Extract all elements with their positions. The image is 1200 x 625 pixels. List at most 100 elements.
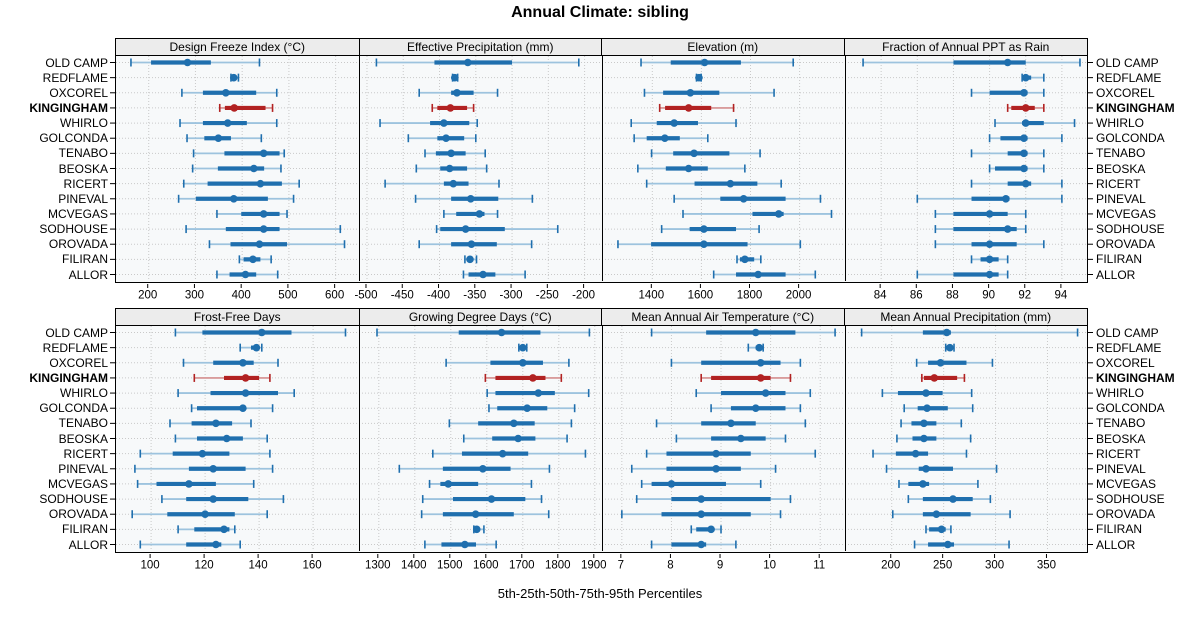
series-fraction-of-annual-ppt-as-rain-mcvegas bbox=[934, 209, 1027, 218]
station-label-right-mcvegas: MCVEGAS bbox=[1096, 476, 1157, 491]
axis-mean-annual-air-temperature-c: 7 8 9 10 11 bbox=[618, 554, 825, 571]
series-effective-precipitation-mm-redflame bbox=[450, 73, 459, 82]
station-label-left-old-camp: OLD CAMP bbox=[45, 55, 108, 70]
tick-label: 86 bbox=[910, 290, 923, 301]
station-label-left-filiran: FILIRAN bbox=[61, 522, 108, 537]
tick-label: 8 bbox=[667, 560, 673, 571]
station-label-right-tenabo: TENABO bbox=[1096, 416, 1146, 431]
panel-strip-fraction-of-annual-ppt-as-rain: Fraction of Annual PPT as Rain bbox=[843, 39, 1087, 55]
panel-strip-effective-precipitation-mm: Effective Precipitation (mm) bbox=[358, 39, 601, 55]
axis-elevation-m: 1400 1600 1800 2000 bbox=[639, 284, 811, 301]
series-frost-free-days-pineval bbox=[134, 464, 274, 473]
row-ticks-right-0 bbox=[1088, 62, 1093, 275]
panel-fraction-of-annual-ppt-as-rain bbox=[845, 56, 1087, 281]
axis-row-1: 100 120 140 160 1300 1400 1500 1600 1700 1800 1900… bbox=[115, 554, 1088, 570]
station-label-left-tenabo: TENABO bbox=[58, 416, 108, 431]
station-label-right-beoska: BEOSKA bbox=[1096, 431, 1146, 446]
station-label-left-allor: ALLOR bbox=[68, 537, 108, 552]
station-label-right-filiran: FILIRAN bbox=[1096, 252, 1143, 267]
series-mean-annual-precipitation-mm-sodhouse bbox=[907, 495, 992, 504]
series-design-freeze-index-c-sodhouse bbox=[185, 225, 342, 234]
series-effective-precipitation-mm-kingingham bbox=[431, 103, 475, 112]
series-mean-annual-precipitation-mm-old-camp bbox=[860, 328, 1079, 337]
series-fraction-of-annual-ppt-as-rain-beoska bbox=[988, 164, 1045, 173]
station-label-right-beoska: BEOSKA bbox=[1096, 161, 1146, 176]
series-elevation-m-redflame bbox=[695, 73, 703, 82]
series-frost-free-days-filiran bbox=[177, 525, 236, 534]
panel-growing-degree-days-c bbox=[359, 326, 602, 551]
tick-label: -200 bbox=[572, 290, 595, 301]
station-label-left-sodhouse: SODHOUSE bbox=[39, 222, 108, 237]
tick-label: 600 bbox=[325, 290, 344, 301]
tick-label: -250 bbox=[536, 290, 559, 301]
series-elevation-m-sodhouse bbox=[660, 225, 760, 234]
tick-label: 400 bbox=[232, 290, 251, 301]
series-mean-annual-air-temperature-c-pineval bbox=[630, 464, 777, 473]
tick-label: 1800 bbox=[737, 290, 763, 301]
station-label-right-pineval: PINEVAL bbox=[1096, 191, 1146, 206]
station-label-right-oxcorel: OXCOREL bbox=[1096, 85, 1155, 100]
series-fraction-of-annual-ppt-as-rain-allor bbox=[916, 270, 1009, 279]
series-design-freeze-index-c-old-camp bbox=[130, 58, 261, 67]
panel-strip-growing-degree-days-c: Growing Degree Days (°C) bbox=[358, 309, 601, 325]
station-label-right-filiran: FILIRAN bbox=[1096, 522, 1143, 537]
axis-fraction-of-annual-ppt-as-rain: 84 86 88 90 92 94 bbox=[874, 284, 1068, 300]
station-label-right-pineval: PINEVAL bbox=[1096, 461, 1146, 476]
series-growing-degree-days-c-oxcorel bbox=[445, 358, 570, 367]
series-effective-precipitation-mm-filiran bbox=[464, 255, 478, 264]
series-growing-degree-days-c-beoska bbox=[462, 434, 568, 443]
tick-label: 92 bbox=[1018, 290, 1031, 301]
station-label-left-whirlo: WHIRLO bbox=[60, 386, 108, 401]
series-frost-free-days-allor bbox=[139, 540, 241, 549]
station-label-right-kingingham: KINGINGHAM bbox=[1096, 100, 1175, 115]
station-label-left-redflame: REDFLAME bbox=[42, 70, 108, 85]
series-growing-degree-days-c-ricert bbox=[431, 449, 587, 458]
series-design-freeze-index-c-kingingham bbox=[218, 103, 274, 112]
series-fraction-of-annual-ppt-as-rain-kingingham bbox=[1006, 103, 1045, 112]
tick-label: 1300 bbox=[365, 560, 391, 571]
series-frost-free-days-ricert bbox=[139, 449, 271, 458]
series-mean-annual-precipitation-mm-tenabo bbox=[900, 419, 963, 428]
station-label-right-tenabo: TENABO bbox=[1096, 146, 1146, 161]
panel-strip-mean-annual-precipitation-mm: Mean Annual Precipitation (mm) bbox=[843, 309, 1087, 325]
station-label-right-old-camp: OLD CAMP bbox=[1096, 55, 1159, 70]
station-label-right-orovada: OROVADA bbox=[1096, 507, 1156, 522]
station-label-left-golconda: GOLCONDA bbox=[39, 131, 108, 146]
series-fraction-of-annual-ppt-as-rain-pineval bbox=[916, 194, 1063, 203]
tick-label: 100 bbox=[141, 560, 160, 571]
station-label-left-tenabo: TENABO bbox=[58, 146, 108, 161]
series-mean-annual-air-temperature-c-tenabo bbox=[655, 419, 807, 428]
panel-row-canvas-0 bbox=[116, 56, 1087, 281]
station-label-right-orovada: OROVADA bbox=[1096, 237, 1156, 252]
station-label-right-whirlo: WHIRLO bbox=[1096, 386, 1144, 401]
series-frost-free-days-redflame bbox=[239, 343, 263, 352]
series-growing-degree-days-c-whirlo bbox=[486, 389, 590, 398]
station-label-left-mcvegas: MCVEGAS bbox=[47, 206, 108, 221]
figure-caption: 5th-25th-50th-75th-95th Percentiles bbox=[497, 586, 703, 601]
series-growing-degree-days-c-old-camp bbox=[376, 328, 591, 337]
series-fraction-of-annual-ppt-as-rain-orovada bbox=[934, 240, 1045, 249]
series-design-freeze-index-c-ricert bbox=[182, 179, 300, 188]
series-frost-free-days-whirlo bbox=[177, 389, 295, 398]
series-mean-annual-precipitation-mm-pineval bbox=[885, 464, 998, 473]
series-fraction-of-annual-ppt-as-rain-whirlo bbox=[994, 119, 1076, 128]
station-label-right-sodhouse: SODHOUSE bbox=[1096, 222, 1165, 237]
series-mean-annual-precipitation-mm-mcvegas bbox=[898, 479, 979, 488]
series-frost-free-days-mcvegas bbox=[136, 479, 255, 488]
tick-label: 1400 bbox=[401, 560, 427, 571]
series-growing-degree-days-c-filiran bbox=[472, 525, 485, 534]
station-label-right-ricert: RICERT bbox=[1096, 176, 1141, 191]
axis-row-0: 200 300 400 500 600 -500 -450 -400 -350 -300 -250-… bbox=[115, 284, 1088, 300]
series-effective-precipitation-mm-allor bbox=[462, 270, 526, 279]
series-mean-annual-air-temperature-c-filiran bbox=[690, 525, 722, 534]
series-effective-precipitation-mm-golconda bbox=[407, 134, 477, 143]
panel-row-canvas-1 bbox=[116, 326, 1087, 551]
series-mean-annual-air-temperature-c-mcvegas bbox=[640, 479, 762, 488]
strip-row-0: Design Freeze Index (°C) Effective Precip… bbox=[115, 38, 1088, 56]
station-label-right-golconda: GOLCONDA bbox=[1096, 401, 1165, 416]
panel-strip-title: Elevation (m) bbox=[687, 40, 759, 54]
series-effective-precipitation-mm-mcvegas bbox=[443, 209, 499, 218]
series-fraction-of-annual-ppt-as-rain-golconda bbox=[988, 134, 1063, 143]
series-effective-precipitation-mm-beoska bbox=[415, 164, 488, 173]
